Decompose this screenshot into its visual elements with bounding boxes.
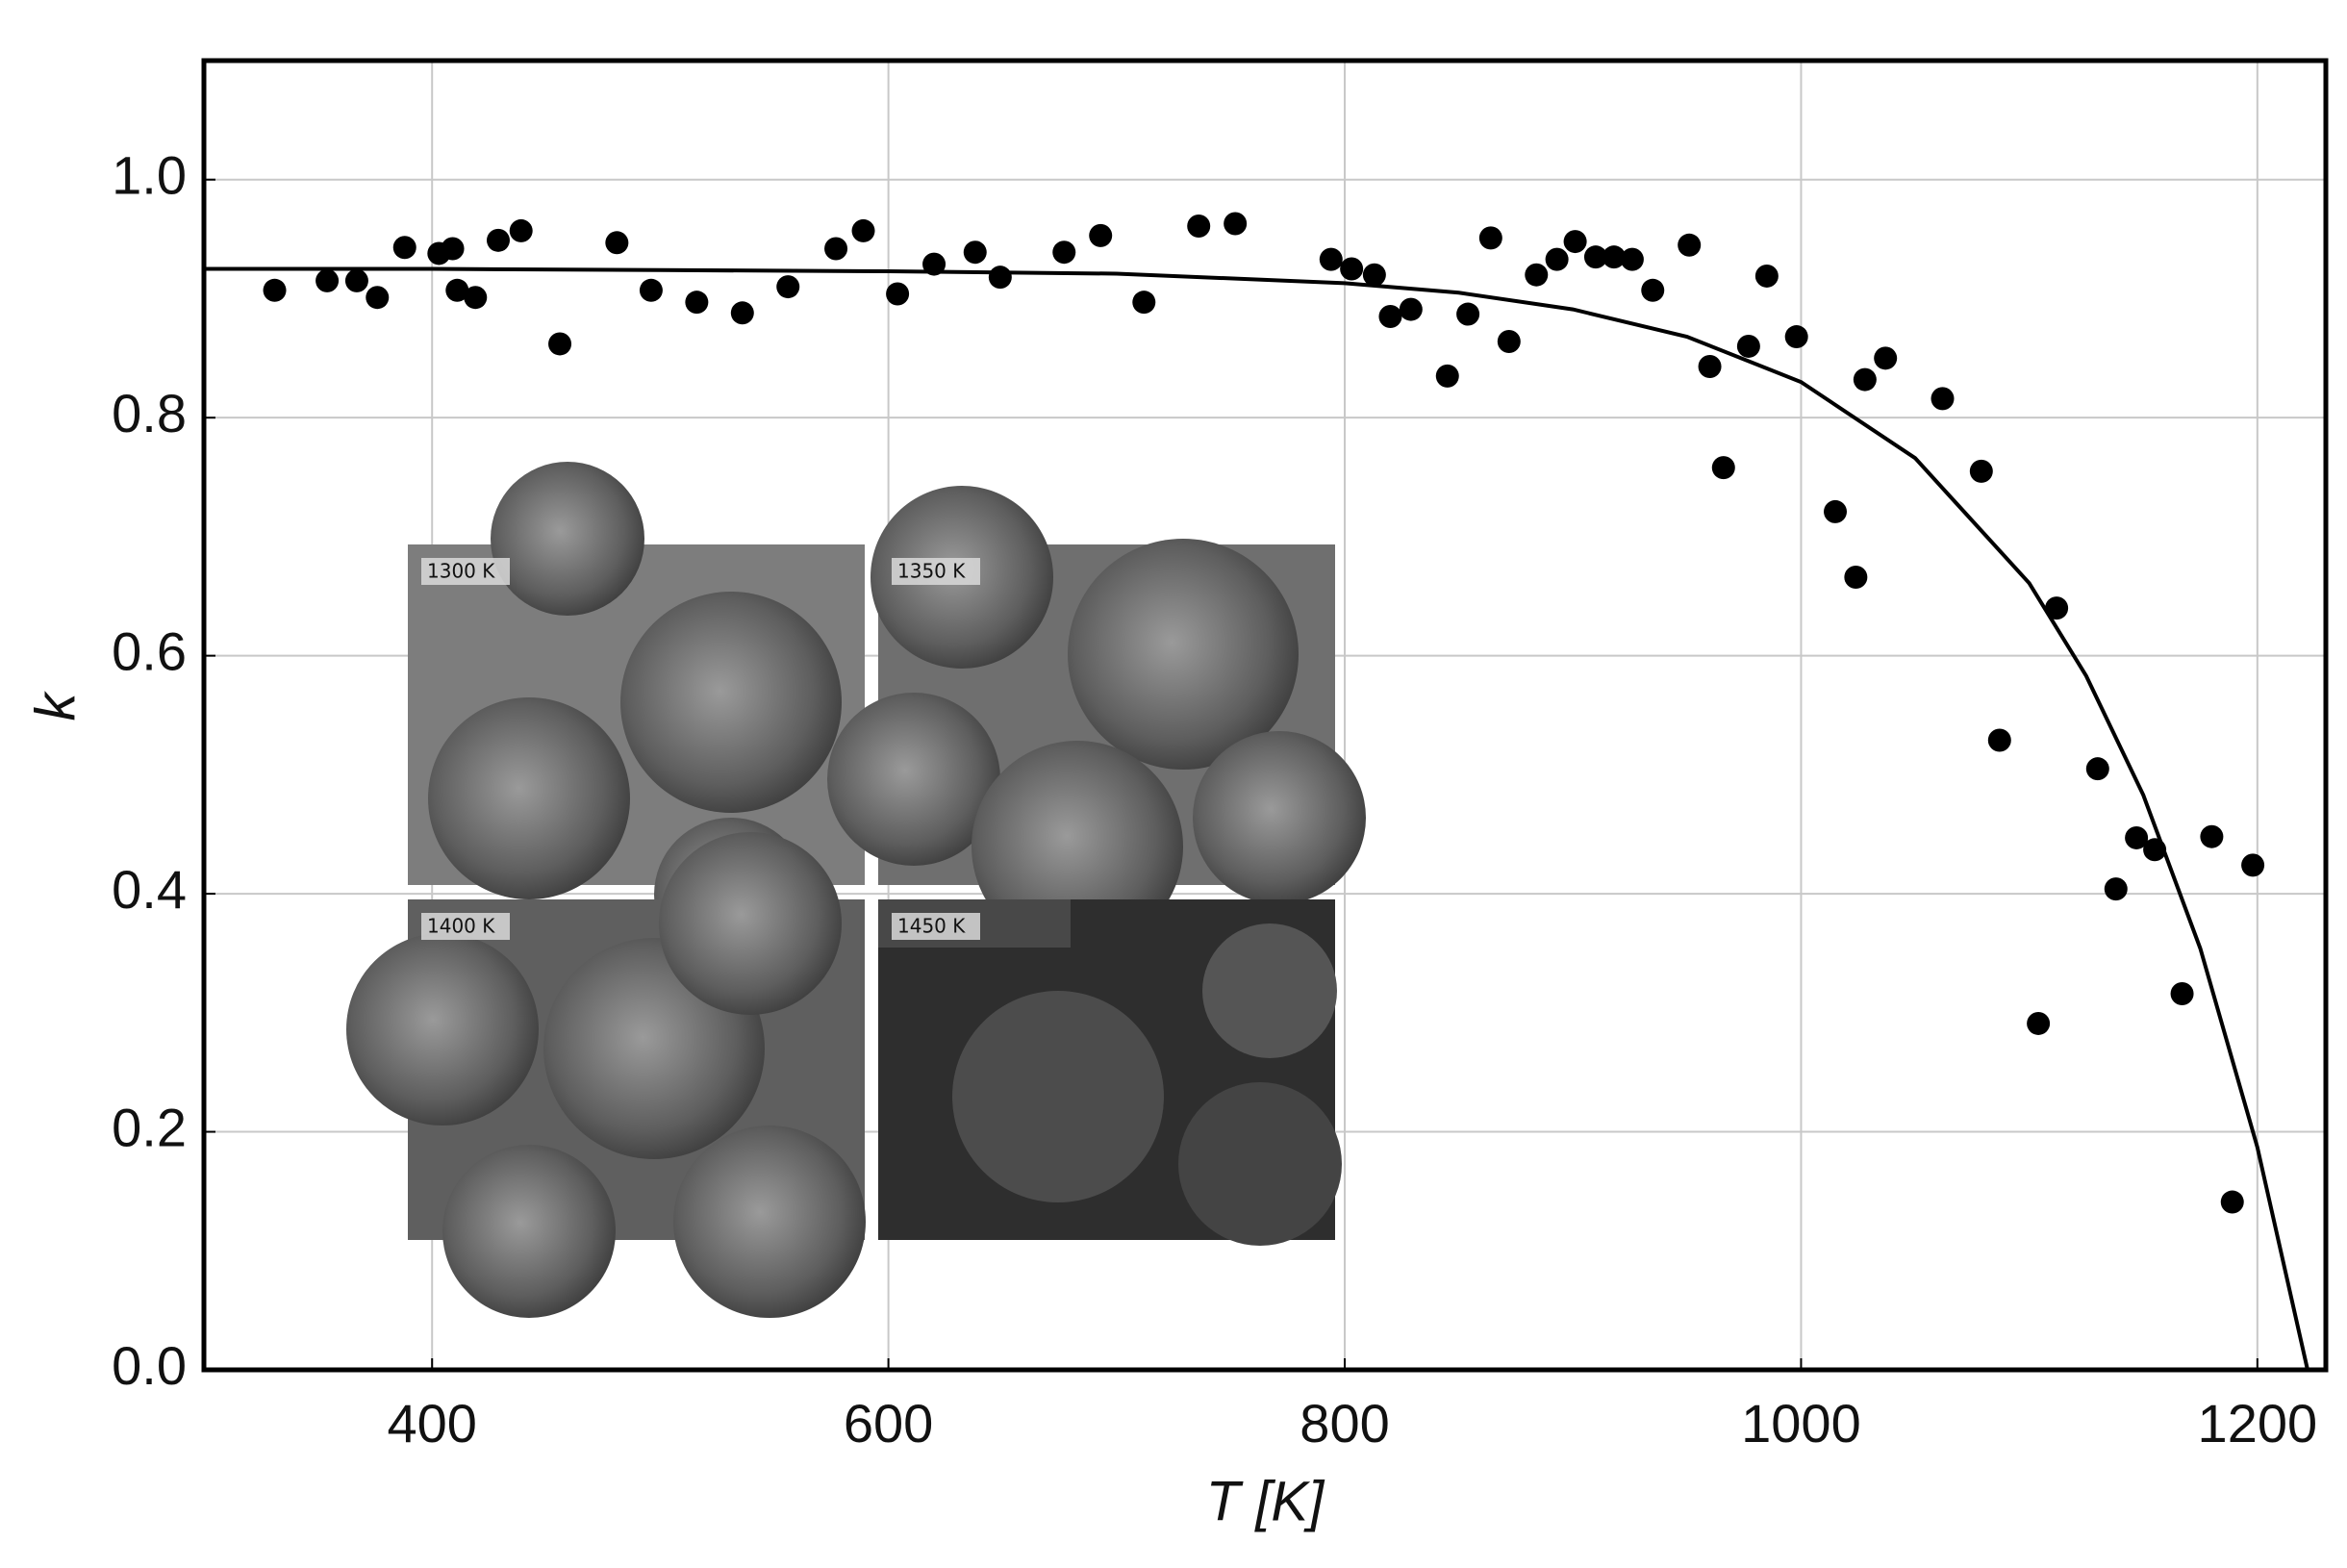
data-point [886,282,910,306]
data-point [639,278,663,302]
data-point [685,291,709,315]
data-point [2027,1011,2051,1035]
data-point [1362,263,1386,287]
data-point [441,237,465,261]
y-tick-label: 0.2 [112,1097,187,1157]
data-point [263,278,287,302]
data-point [392,236,416,260]
data-point [2241,853,2265,877]
data-point [1563,230,1587,254]
y-axis-label: k [24,691,87,721]
data-point [445,278,469,302]
data-point [1089,223,1113,247]
data-point [922,252,946,276]
inset-label: 1450 K [897,915,966,938]
data-point [2045,596,2069,620]
y-tick-label: 0.6 [112,620,187,681]
x-tick-label: 1200 [2198,1393,2318,1454]
data-point [1319,247,1343,271]
y-tick-label: 0.4 [112,859,187,920]
data-point [1844,565,1868,589]
insets: 1300 K 1350 K 1400 K 1450 K [346,462,1366,1318]
y-tick-label: 0.8 [112,383,187,443]
data-point [2104,877,2128,901]
inset-label-bg [892,913,980,940]
data-point [1736,334,1760,358]
data-point [548,332,572,356]
data-point [776,275,800,299]
inset-label-bg [892,558,980,585]
data-point [988,266,1012,290]
data-point [344,268,368,292]
data-point [1456,302,1480,326]
photo [878,899,1342,1246]
data-point [2125,825,2149,849]
data-point [509,218,533,242]
data-point [1987,728,2011,752]
data-point [1378,305,1402,329]
data-point [2220,1190,2244,1214]
data-point [1853,367,1877,392]
data-point [1754,264,1779,288]
data-point [1698,354,1722,378]
data-point [1187,214,1211,238]
data-point [1478,226,1502,250]
data-point [1784,325,1808,349]
data-point [366,286,390,310]
data-point [1497,329,1521,353]
data-point [2200,824,2224,848]
data-point [1545,247,1569,271]
x-tick-label: 400 [387,1393,476,1454]
data-point [824,237,848,261]
data-point [2143,838,2167,862]
data-point [2085,757,2109,781]
data-point [1969,459,1993,483]
data-point [1641,278,1665,302]
inset-label: 1400 K [427,915,495,938]
data-point [1931,387,1955,411]
data-point [1602,245,1626,269]
inset-label: 1350 K [897,560,966,583]
data-point [1824,499,1848,523]
data-point [1583,245,1607,269]
data-point [315,268,340,292]
x-tick-label: 600 [844,1393,933,1454]
photo [346,832,866,1318]
x-tick-label: 1000 [1741,1393,1861,1454]
marks [204,212,2309,1371]
data-point [605,231,629,255]
data-point [1678,233,1702,257]
data-point [1399,297,1423,321]
data-point [1052,240,1076,265]
data-point [1525,263,1549,287]
data-point [963,240,987,265]
inset-label-bg [421,558,510,585]
data-point [1340,257,1364,281]
data-point [1620,247,1644,271]
data-point [486,228,510,252]
data-point [2170,982,2194,1006]
data-point [1224,212,1248,236]
photo [827,486,1366,952]
data-point [1435,364,1459,388]
x-tick-label: 800 [1300,1393,1389,1454]
data-point [851,218,875,242]
inset-label-bg [421,913,510,940]
inset-label: 1300 K [427,560,495,583]
data-point [1132,291,1156,315]
data-point [1874,346,1898,370]
frame [201,58,2329,1373]
x-axis-label: T [K] [1206,1470,1325,1532]
photo [408,462,865,972]
y-tick-label: 1.0 [112,145,187,206]
y-tick-label: 0.0 [112,1335,187,1396]
data-point [464,286,488,310]
data-point [1711,456,1735,480]
data-point [730,301,754,325]
